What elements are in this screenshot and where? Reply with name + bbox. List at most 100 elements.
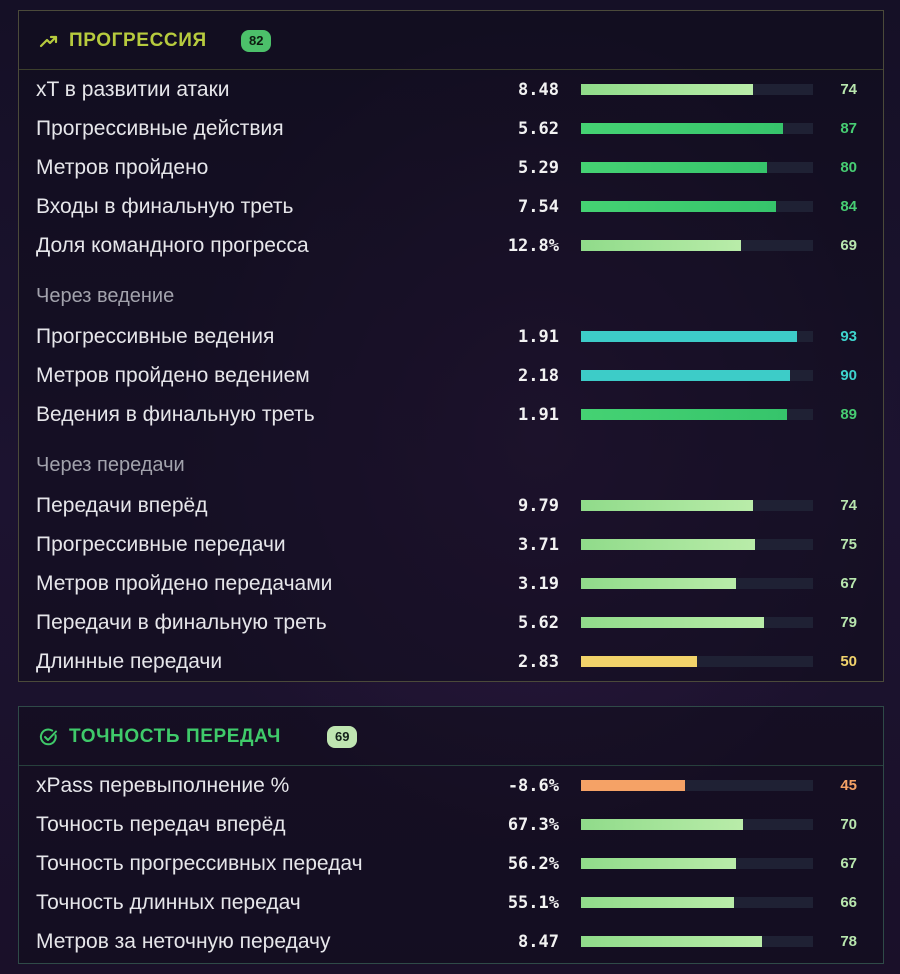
check-circle-icon <box>39 728 57 746</box>
progression-card: ПРОГРЕССИЯ 82 xT в развитии атаки 8.48 74 П… <box>18 10 884 682</box>
stat-value: 1.91 <box>518 405 559 425</box>
stat-row: Передачи вперёд 9.79 74 <box>19 485 883 524</box>
percentile-bar-track <box>581 780 813 791</box>
progression-title: ПРОГРЕССИЯ <box>69 30 207 51</box>
percentile-bar-track <box>581 500 813 511</box>
stat-row: Передачи в финальную треть 5.62 79 <box>19 602 883 641</box>
percentile-bar-track <box>581 539 813 550</box>
percentile-bar-track <box>581 84 813 95</box>
percentile-value: 74 <box>840 497 857 514</box>
percentile-bar-fill <box>581 123 783 134</box>
stat-label: Доля командного прогресса <box>36 234 309 257</box>
percentile-bar-fill <box>581 500 753 511</box>
percentile-value: 45 <box>840 777 857 794</box>
percentile-bar-track <box>581 858 813 869</box>
percentile-bar-track <box>581 617 813 628</box>
stat-value: 3.71 <box>518 535 559 555</box>
stat-value: 2.18 <box>518 366 559 386</box>
stat-label: Ведения в финальную треть <box>36 403 315 426</box>
progression-score-badge: 82 <box>241 30 272 52</box>
percentile-value: 70 <box>840 816 857 833</box>
percentile-bar-fill <box>581 897 735 908</box>
percentile-value: 80 <box>840 159 857 176</box>
percentile-bar-track <box>581 201 813 212</box>
stat-row: Прогрессивные ведения 1.91 93 <box>19 316 883 355</box>
stat-value: 55.1% <box>507 893 559 913</box>
percentile-bar-track <box>581 409 813 420</box>
percentile-value: 93 <box>840 328 857 345</box>
stat-label: Точность длинных передач <box>36 891 301 914</box>
percentile-bar-track <box>581 331 813 342</box>
stat-label: Прогрессивные ведения <box>36 325 275 348</box>
percentile-value: 78 <box>840 933 857 950</box>
stat-row: Метров пройдено передачами 3.19 67 <box>19 563 883 602</box>
percentile-value: 50 <box>840 653 857 670</box>
stat-label: Метров пройдено передачами <box>36 572 333 595</box>
percentile-value: 66 <box>840 894 857 911</box>
percentile-value: 90 <box>840 367 857 384</box>
percentile-bar-track <box>581 936 813 947</box>
percentile-bar-track <box>581 370 813 381</box>
stat-row: Прогрессивные передачи 3.71 75 <box>19 524 883 563</box>
percentile-value: 89 <box>840 406 857 423</box>
stat-label: Передачи вперёд <box>36 494 208 517</box>
percentile-value: 67 <box>840 575 857 592</box>
percentile-bar-fill <box>581 84 753 95</box>
stat-value: 56.2% <box>507 854 559 874</box>
percentile-bar-fill <box>581 780 686 791</box>
stat-row: xT в развитии атаки 8.48 74 <box>19 69 883 108</box>
percentile-value: 79 <box>840 614 857 631</box>
percentile-bar-fill <box>581 409 788 420</box>
pass-accuracy-title: ТОЧНОСТЬ ПЕРЕДАЧ <box>69 726 281 747</box>
percentile-bar-fill <box>581 201 776 212</box>
stat-row: Ведения в финальную треть 1.91 89 <box>19 394 883 433</box>
stat-label: Входы в финальную треть <box>36 195 294 218</box>
stat-value: 8.47 <box>518 932 559 952</box>
stat-row: Доля командного прогресса 12.8% 69 <box>19 225 883 264</box>
stat-value: 8.48 <box>518 80 559 100</box>
stat-value: 7.54 <box>518 197 559 217</box>
stat-row: Входы в финальную треть 7.54 84 <box>19 186 883 225</box>
dribble-section-title: Через ведение <box>36 285 175 307</box>
stat-value: 12.8% <box>507 236 559 256</box>
stat-label: xT в развитии атаки <box>36 78 230 101</box>
pass-section-title: Через передачи <box>36 454 185 476</box>
percentile-bar-track <box>581 819 813 830</box>
percentile-bar-fill <box>581 539 755 550</box>
stat-row: Точность длинных передач 55.1% 66 <box>19 882 883 921</box>
stat-row: Метров пройдено 5.29 80 <box>19 147 883 186</box>
stat-label: Длинные передачи <box>36 650 223 673</box>
percentile-bar-fill <box>581 331 797 342</box>
percentile-bar-track <box>581 240 813 251</box>
stat-row: Метров за неточную передачу 8.47 78 <box>19 921 883 960</box>
percentile-value: 74 <box>840 81 857 98</box>
percentile-bar-fill <box>581 617 765 628</box>
stat-value: 9.79 <box>518 496 559 516</box>
percentile-bar-fill <box>581 819 744 830</box>
pass-accuracy-score-badge: 69 <box>327 726 358 748</box>
percentile-bar-track <box>581 656 813 667</box>
percentile-bar-fill <box>581 578 737 589</box>
stat-row: Прогрессивные действия 5.62 87 <box>19 108 883 147</box>
pass-accuracy-card: ТОЧНОСТЬ ПЕРЕДАЧ 69 xPass перевыполнение… <box>18 706 884 964</box>
stat-label: Прогрессивные действия <box>36 117 284 140</box>
stat-row: xPass перевыполнение % -8.6% 45 <box>19 765 883 804</box>
percentile-bar-fill <box>581 370 790 381</box>
percentile-bar-fill <box>581 656 697 667</box>
pass-accuracy-header: ТОЧНОСТЬ ПЕРЕДАЧ 69 <box>19 707 883 766</box>
stat-value: 67.3% <box>507 815 559 835</box>
stat-row: Длинные передачи 2.83 50 <box>19 641 883 680</box>
stat-value: 5.29 <box>518 158 559 178</box>
percentile-value: 69 <box>840 237 857 254</box>
percentile-bar-track <box>581 897 813 908</box>
stat-label: Прогрессивные передачи <box>36 533 286 556</box>
percentile-bar-fill <box>581 162 767 173</box>
percentile-bar-fill <box>581 858 737 869</box>
stat-label: xPass перевыполнение % <box>36 774 290 797</box>
percentile-value: 84 <box>840 198 857 215</box>
trending-up-icon <box>39 35 58 48</box>
stat-row: Точность прогрессивных передач 56.2% 67 <box>19 843 883 882</box>
stat-label: Метров пройдено <box>36 156 209 179</box>
percentile-bar-track <box>581 123 813 134</box>
stat-label: Метров пройдено ведением <box>36 364 310 387</box>
